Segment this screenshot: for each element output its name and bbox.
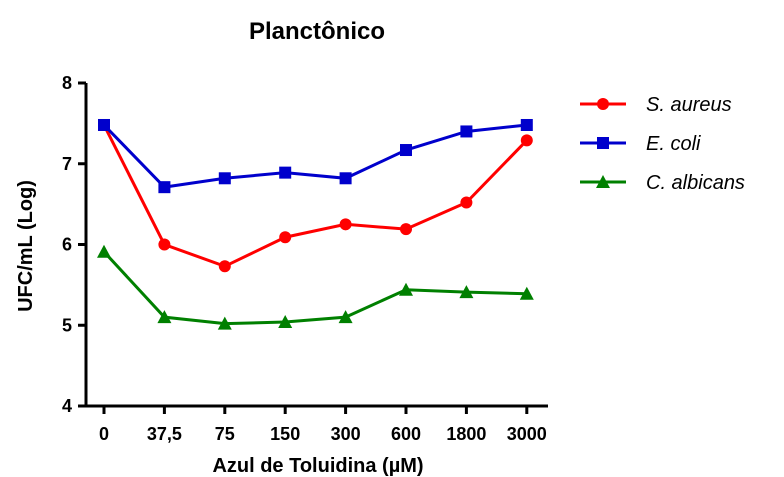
x-tick-label: 1800 <box>446 424 486 444</box>
data-point <box>158 238 171 251</box>
y-tick-label: 8 <box>62 73 72 93</box>
series-c-albicans <box>97 244 534 330</box>
legend-marker <box>596 175 610 188</box>
x-tick-label: 300 <box>331 424 361 444</box>
chart-title: Planctônico <box>249 18 385 45</box>
legend-item: E. coli <box>580 133 701 155</box>
legend-marker <box>597 137 609 149</box>
x-tick-label: 0 <box>99 424 109 444</box>
legend-label: E. coli <box>646 133 701 155</box>
x-axis-label: Azul de Toluidina (µM) <box>212 455 423 477</box>
series-s-aureus <box>98 118 533 273</box>
data-point <box>218 172 231 185</box>
data-point <box>519 286 534 300</box>
legend-item: S. aureus <box>580 94 732 116</box>
series-e-coli <box>98 118 533 194</box>
data-point <box>460 196 473 209</box>
data-point <box>400 223 412 236</box>
data-point <box>98 118 110 131</box>
data-point <box>338 310 353 324</box>
y-tick-label: 7 <box>62 154 72 174</box>
data-point <box>158 181 171 194</box>
data-point <box>278 315 293 329</box>
x-tick-label: 75 <box>215 424 235 444</box>
data-point <box>520 118 533 131</box>
data-point <box>97 244 111 258</box>
data-point <box>279 166 292 179</box>
data-point <box>520 134 533 147</box>
x-tick-label: 3000 <box>507 424 547 444</box>
data-point <box>460 125 473 138</box>
data-point <box>399 282 413 296</box>
legend-label: C. albicans <box>646 172 745 194</box>
data-point <box>400 144 412 157</box>
data-point <box>459 285 474 299</box>
y-tick-label: 4 <box>62 396 72 416</box>
data-point <box>339 218 352 231</box>
x-tick-label: 37,5 <box>147 424 182 444</box>
series-line <box>102 124 528 268</box>
series-line <box>102 250 527 326</box>
legend-marker <box>597 98 609 110</box>
series-line <box>102 123 527 189</box>
data-point <box>157 310 172 324</box>
legend-item: C. albicans <box>580 172 745 194</box>
data-point <box>279 231 292 244</box>
data-point <box>339 172 352 185</box>
legend-label: S. aureus <box>646 94 732 116</box>
data-point <box>218 260 231 273</box>
x-tick-label: 150 <box>270 424 300 444</box>
y-axis-label: UFC/mL (Log) <box>15 180 37 312</box>
x-tick-label: 600 <box>391 424 421 444</box>
y-tick-label: 5 <box>62 315 72 335</box>
y-tick-label: 6 <box>62 235 72 255</box>
data-point <box>217 316 232 330</box>
